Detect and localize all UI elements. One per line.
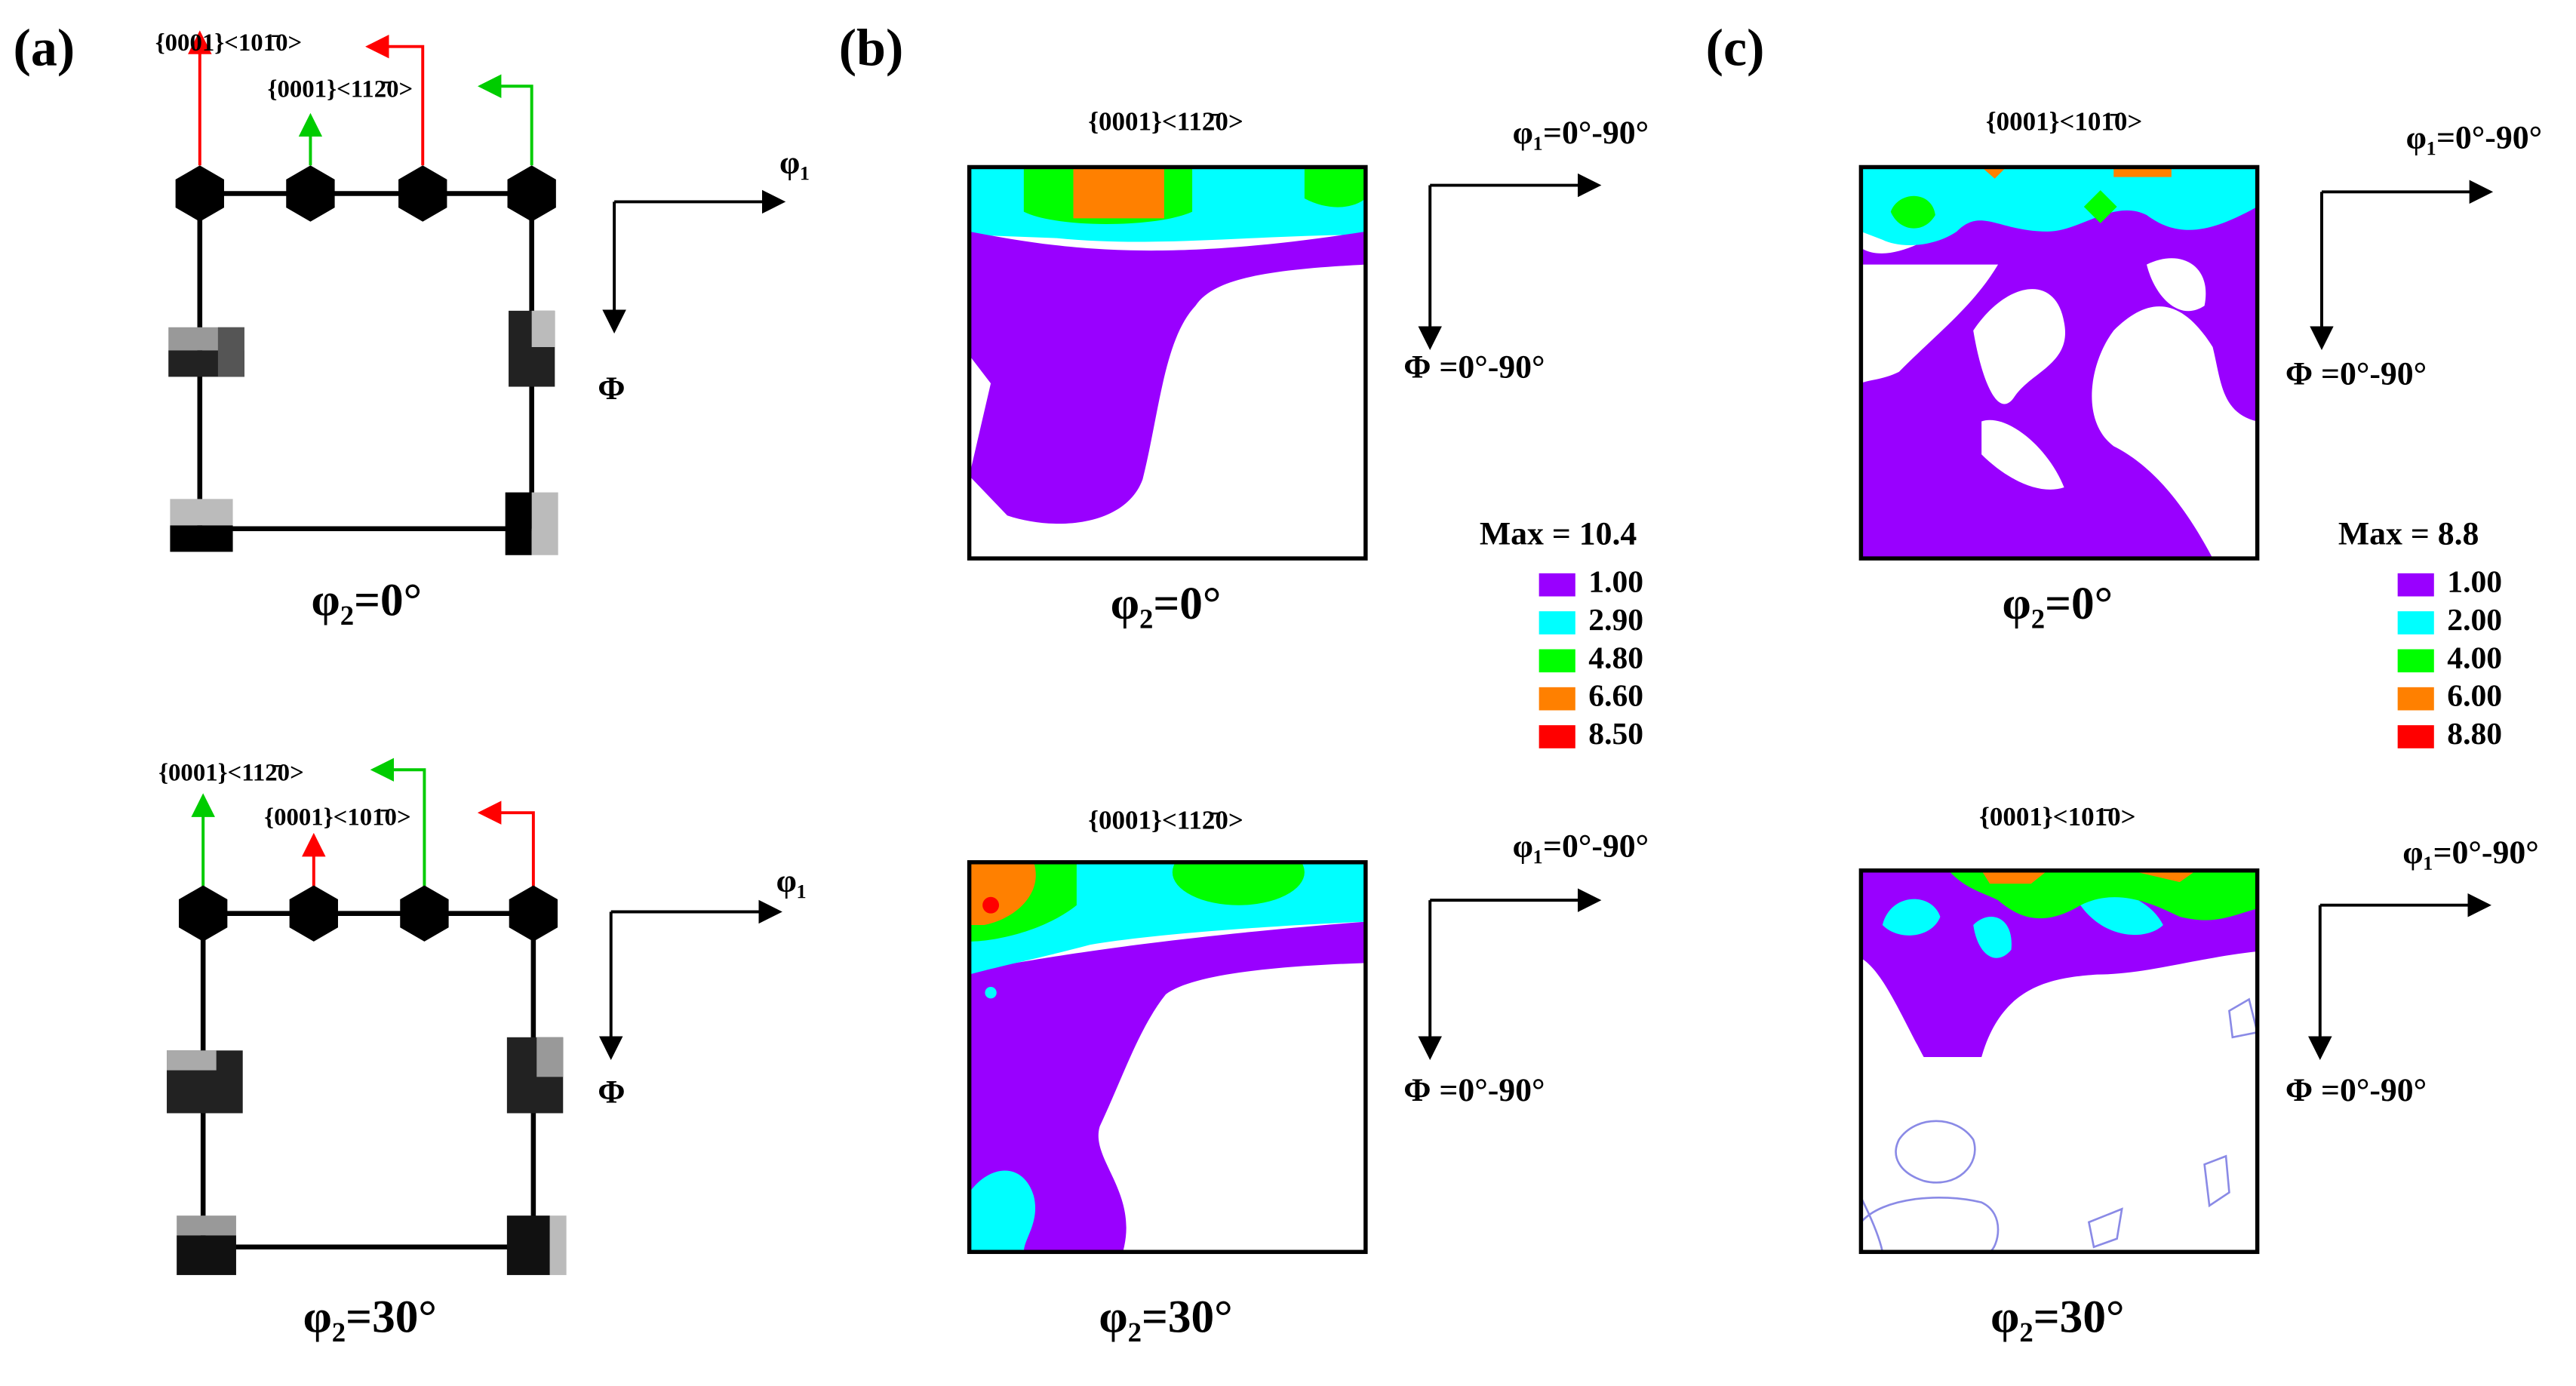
legend-swatch — [2397, 725, 2434, 748]
crystal-icon — [549, 1215, 567, 1275]
crystal-icon — [531, 492, 558, 555]
legend-swatch — [2397, 573, 2434, 597]
axis-label: Φ =0°-90° — [2286, 1072, 2427, 1108]
contour — [1861, 870, 2258, 1252]
legend-swatch — [1539, 649, 1575, 673]
plot-frame — [1858, 868, 2260, 1255]
section-label: φ₂=30° — [1099, 1291, 1232, 1342]
axis-label: φ₁ — [779, 144, 810, 180]
odf-section: {0001}<112̄0> φ₁=0°-90° Φ =0°-90° φ₂=30° — [967, 805, 1649, 1342]
crystal-icon — [177, 1215, 236, 1236]
legend-swatch — [1539, 573, 1575, 597]
legend-swatch — [1539, 725, 1575, 748]
axis-label: φ₁=0°-90° — [2406, 120, 2543, 156]
panel-label: (b) — [839, 20, 904, 78]
legend-swatch — [2397, 611, 2434, 635]
arrow — [477, 74, 533, 166]
crystal-icon — [505, 492, 532, 555]
legend-title: Max = 8.8 — [2338, 516, 2479, 552]
crystal-icon — [536, 1037, 564, 1077]
section-label: φ₂=30° — [1990, 1291, 2124, 1342]
arrow — [365, 34, 425, 166]
frame — [200, 911, 536, 1250]
section-label: φ₂=0° — [312, 574, 423, 625]
axis-label: Φ — [598, 370, 625, 407]
legend-swatch — [2397, 687, 2434, 711]
legend-label: 1.00 — [2447, 564, 2502, 599]
crystal-icon — [175, 165, 224, 222]
crystal-icon — [398, 165, 447, 222]
axis-label: Φ =0°-90° — [1403, 349, 1545, 386]
plot-frame — [1858, 164, 2260, 561]
section-title: {0001}<112̄0> — [1088, 805, 1243, 834]
orientation-label: {0001}<112̄0> — [158, 759, 304, 786]
axis-label: Φ — [598, 1074, 625, 1110]
section-label: φ₂=30° — [303, 1291, 437, 1342]
schematic: {0001}<101̄0> {0001}<112̄0> φ₁ Φ φ₂=0° — [155, 29, 810, 625]
crystal-icon — [177, 1235, 236, 1275]
crystal-icon — [531, 310, 555, 348]
orientation-label: {0001}<112̄0> — [268, 75, 413, 103]
odf-section: {0001}<101̄0> φ₁=0°-90° Φ =0°-90° φ₂=30° — [1858, 802, 2539, 1342]
legend-swatch — [1539, 611, 1575, 635]
legends: 1.002.904.806.608.501.002.004.006.008.80 — [1539, 564, 2502, 751]
legend-label: 8.80 — [2447, 716, 2502, 751]
legend-label: 1.00 — [1588, 564, 1643, 599]
legend-label: 6.00 — [2447, 678, 2502, 713]
axis-label: φ₁=0°-90° — [1513, 115, 1649, 151]
odf-section: {0001}<101̄0> φ₁=0°-90° Φ =0°-90° φ₂=0° — [1858, 107, 2543, 629]
crystal-icon — [217, 327, 244, 377]
orientation-label: {0001}<101̄0> — [155, 29, 303, 57]
crystal-icon — [167, 1050, 217, 1071]
crystal-icon — [400, 885, 449, 942]
axis-label: φ₁ — [776, 862, 807, 899]
odf-section: {0001}<112̄0> φ₁=0°-90° Φ =0°-90° φ₂=0° — [967, 107, 1649, 629]
crystal-icon — [179, 885, 228, 942]
legend-label: 2.90 — [1588, 602, 1643, 637]
crystal-icon — [170, 499, 233, 526]
crystal-icon — [286, 165, 335, 222]
axis-label: Φ =0°-90° — [2286, 355, 2427, 392]
legend-label: 6.60 — [1588, 678, 1643, 713]
section-title: {0001}<101̄0> — [1986, 107, 2142, 137]
crystal-icon — [509, 885, 558, 942]
axis-label: φ₁=0°-90° — [2402, 834, 2539, 871]
crystal-icon — [506, 1215, 550, 1275]
legend-label: 8.50 — [1588, 716, 1643, 751]
axis-label: φ₁=0°-90° — [1513, 828, 1649, 864]
plot-frame — [967, 164, 1368, 561]
arrow — [370, 758, 426, 887]
contour — [1861, 167, 2258, 559]
crystal-icon — [170, 525, 233, 552]
contour — [969, 167, 1366, 524]
panel-label: (a) — [14, 20, 75, 78]
crystal-icon — [507, 165, 556, 222]
crystal-icon — [289, 885, 338, 942]
frame — [197, 191, 534, 532]
panel-label: (c) — [1706, 20, 1765, 78]
arrow — [477, 801, 535, 887]
legend-label: 4.80 — [1588, 640, 1643, 675]
section-title: {0001}<112̄0> — [1088, 107, 1243, 137]
section-label: φ₂=0° — [1111, 578, 1222, 629]
legend-title: Max = 10.4 — [1480, 516, 1637, 552]
orientation-label: {0001}<101̄0> — [264, 804, 411, 831]
contour — [969, 862, 1366, 1252]
section-label: φ₂=0° — [2002, 578, 2113, 629]
legend-swatch — [1539, 687, 1575, 711]
axis-label: Φ =0°-90° — [1403, 1072, 1545, 1108]
plot-frame — [967, 860, 1368, 1255]
legend-swatch — [2397, 649, 2434, 673]
schematic: {0001}<112̄0> {0001}<101̄0> φ₁ Φ φ₂=30° — [158, 758, 807, 1342]
section-title: {0001}<101̄0> — [1979, 802, 2135, 831]
legend-label: 2.00 — [2447, 602, 2502, 637]
legend-label: 4.00 — [2447, 640, 2502, 675]
